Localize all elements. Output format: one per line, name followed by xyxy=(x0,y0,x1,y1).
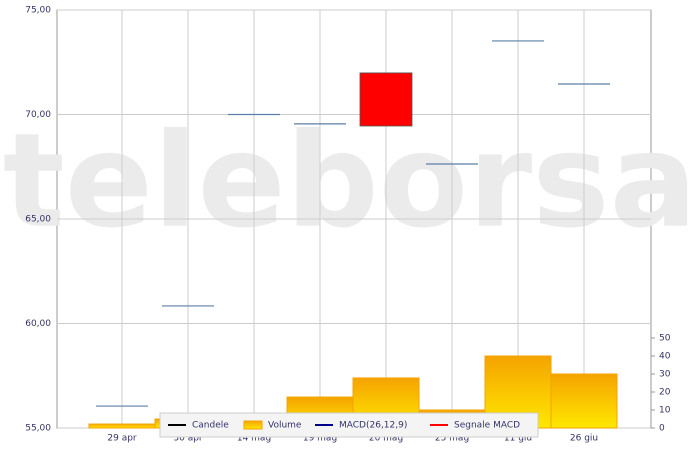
x-tick-label: 25 mag xyxy=(435,434,469,444)
x-tick-label: 20 mag xyxy=(369,434,403,444)
legend-label: MACD(26,12,9) xyxy=(339,421,407,431)
y2-tick-label: 20 xyxy=(659,388,671,398)
legend: Candele Volume MACD(26,12,9) Segnale MACD xyxy=(159,412,539,438)
legend-box xyxy=(159,412,539,438)
x-tick-label: 26 giu xyxy=(570,434,598,444)
x-tick-label: 30 apr xyxy=(173,434,203,444)
y2-tick-label: 50 xyxy=(659,334,671,344)
legend-label: Candele xyxy=(192,421,229,431)
volume-bar xyxy=(550,373,618,429)
x-tick-label: 11 giu xyxy=(504,434,532,444)
x-tick-label: 14 mag xyxy=(237,434,271,444)
y2-tick-label: 40 xyxy=(659,352,671,362)
volume-bar xyxy=(88,423,156,429)
watermark: teleborsa xyxy=(3,105,698,257)
y2-tick-label: 10 xyxy=(659,406,671,416)
y-tick-label: 60,00 xyxy=(25,319,51,329)
y2-tick-label: 0 xyxy=(659,424,665,434)
y-tick-label: 75,00 xyxy=(25,6,51,16)
y-tick-label: 55,00 xyxy=(25,424,51,434)
legend-label: Volume xyxy=(268,421,302,431)
x-tick-label: 19 mag xyxy=(303,434,337,444)
y-tick-label: 70,00 xyxy=(25,110,51,120)
y-tick-label: 65,00 xyxy=(25,215,51,225)
legend-label: Segnale MACD xyxy=(454,421,520,431)
y2-tick-label: 30 xyxy=(659,370,671,380)
x-tick-label: 29 apr xyxy=(107,434,137,444)
candle xyxy=(359,72,413,127)
legend-swatch xyxy=(243,420,263,430)
